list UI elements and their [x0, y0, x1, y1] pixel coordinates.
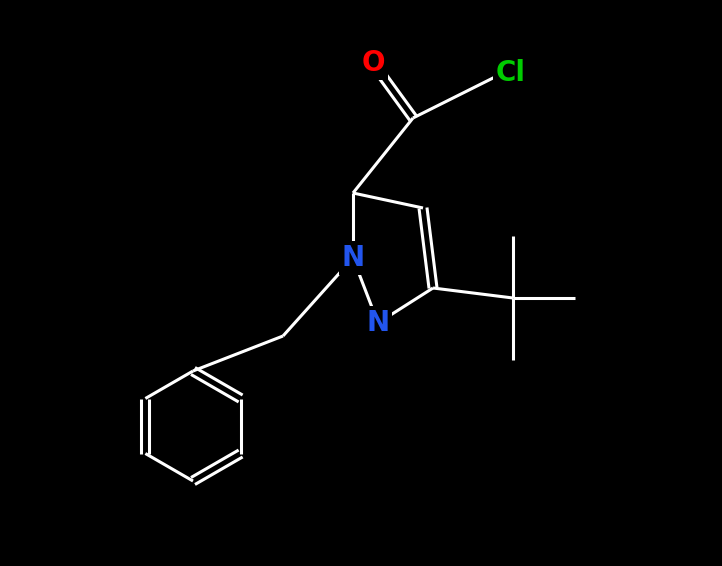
- Text: N: N: [367, 309, 390, 337]
- Text: O: O: [361, 49, 385, 77]
- Text: N: N: [342, 244, 365, 272]
- Text: Cl: Cl: [496, 59, 526, 87]
